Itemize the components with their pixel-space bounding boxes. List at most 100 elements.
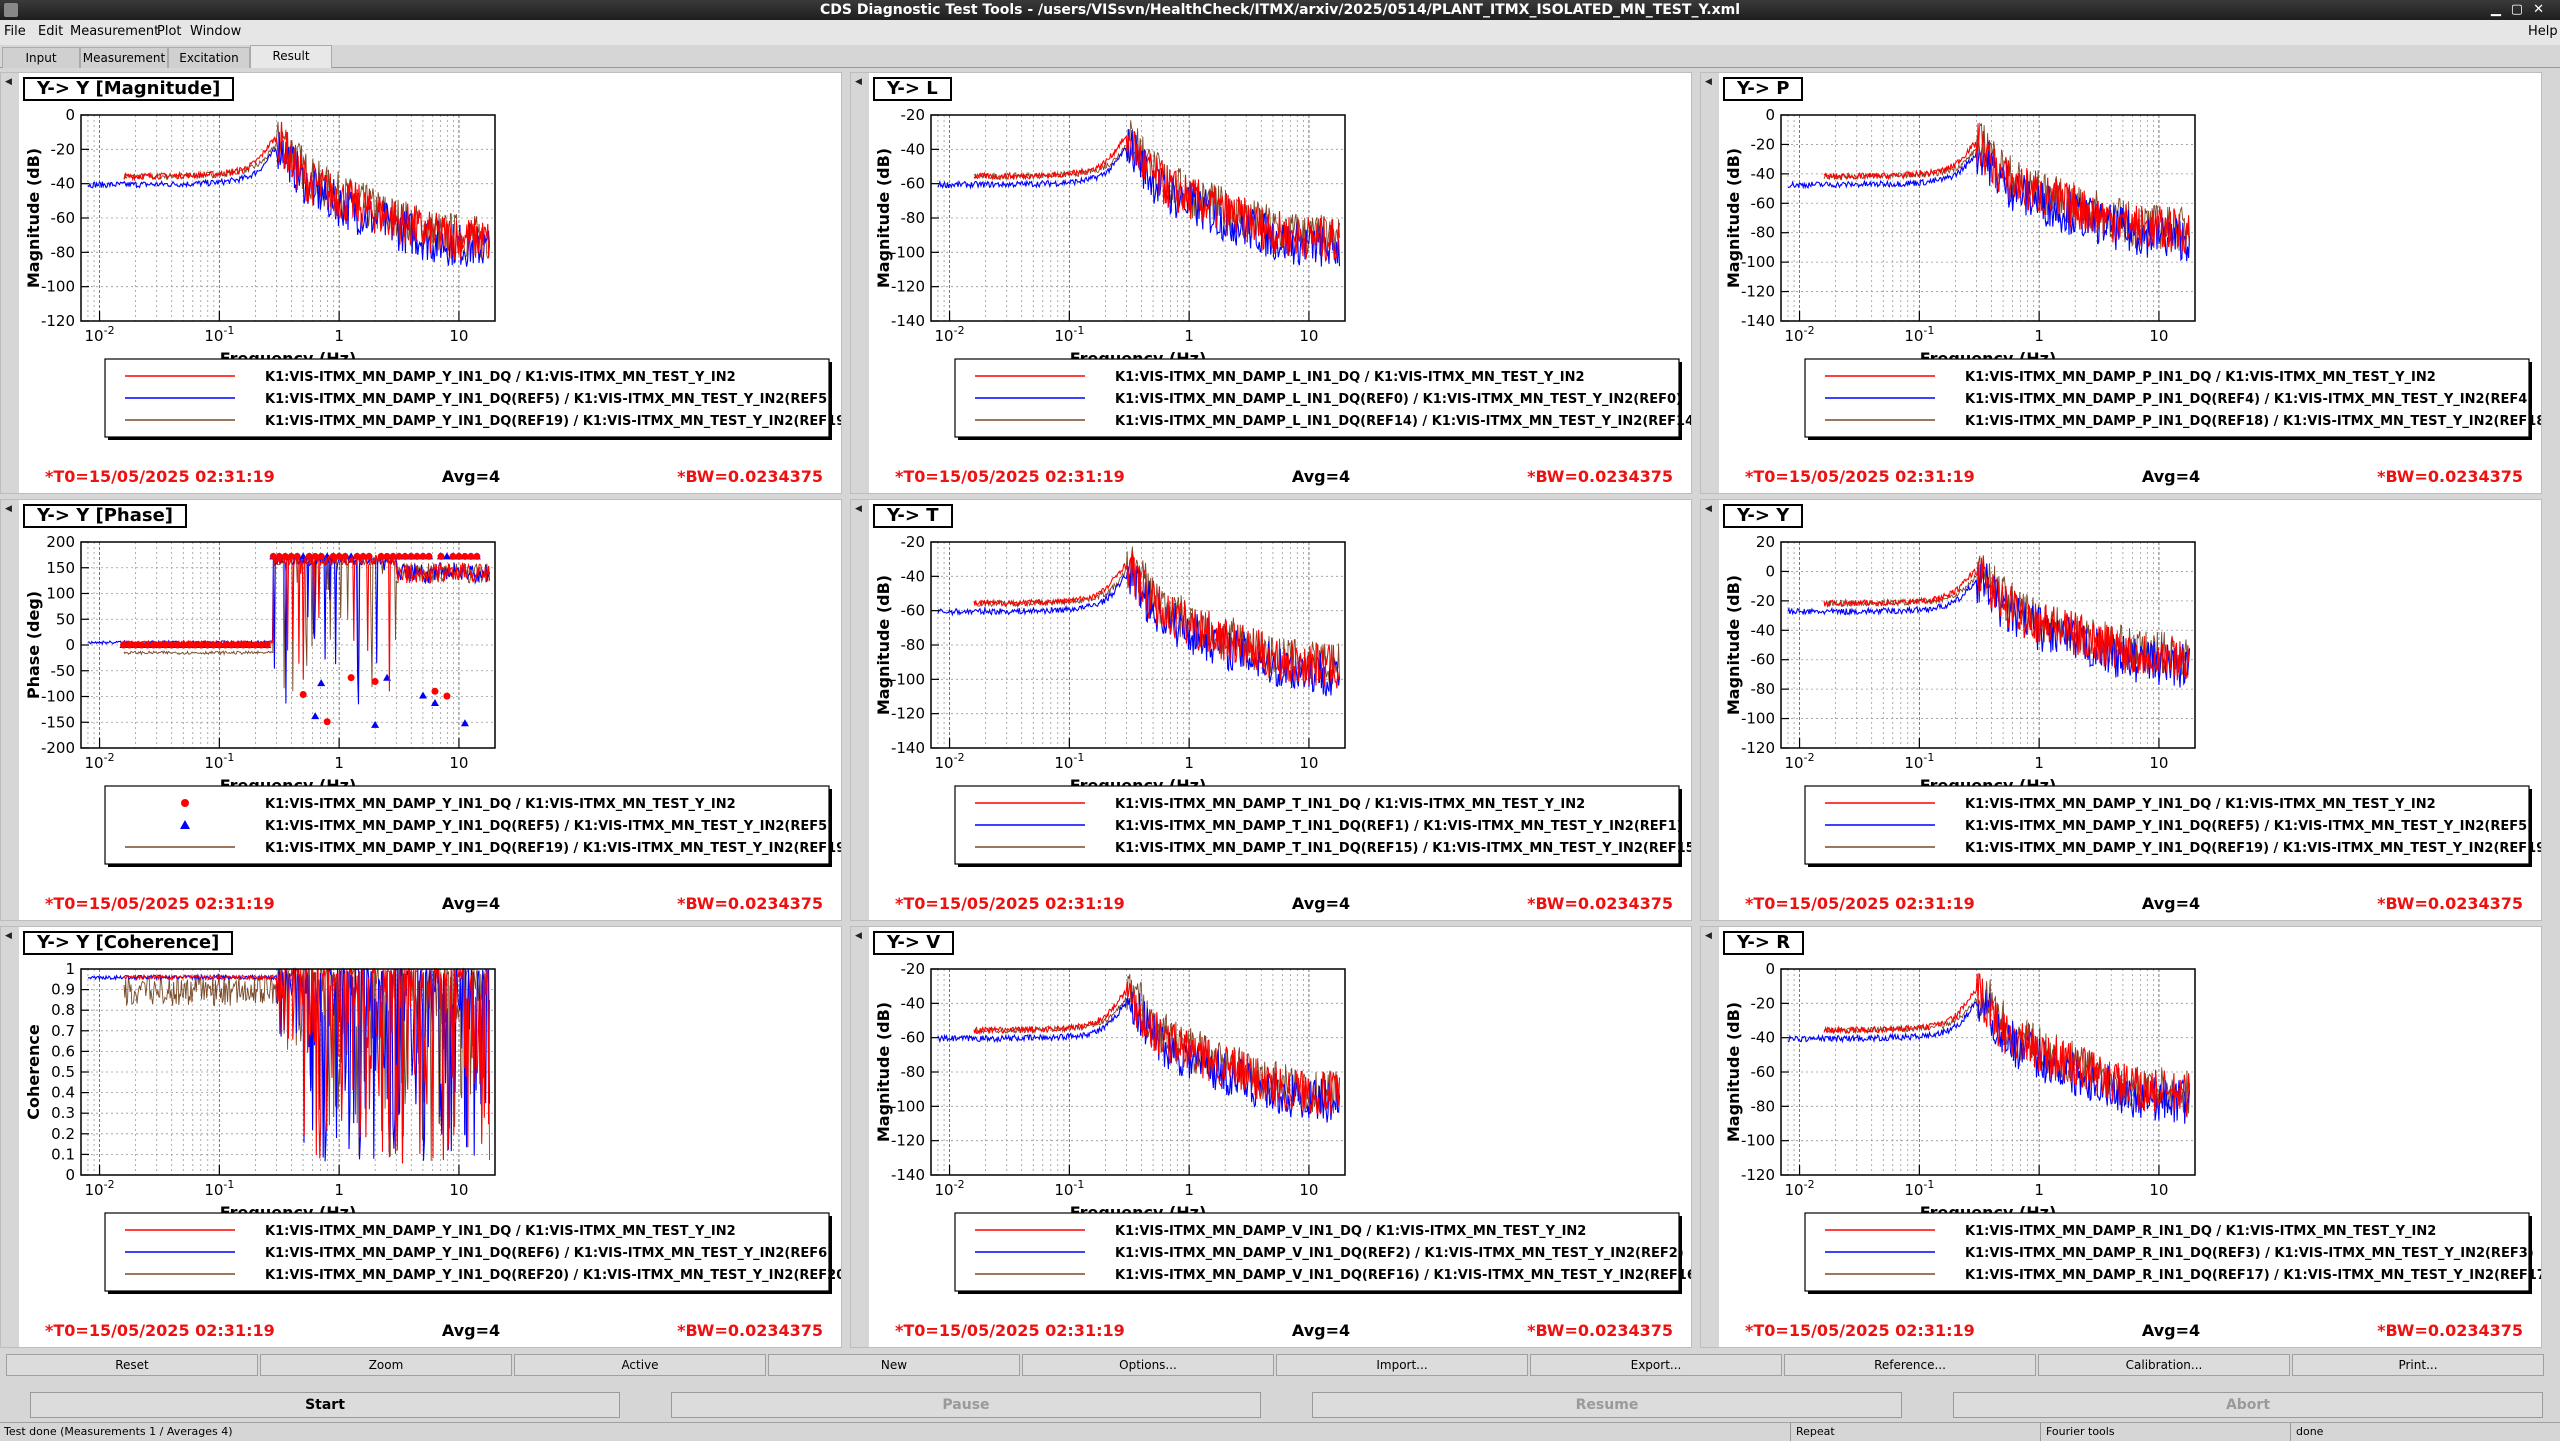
plot-panel-8[interactable]: ◀ Y-> V -20 -40 -60 -80 -100 -120 -140 10-2 10-1 1 1…: [850, 926, 1702, 1348]
legend-entry: K1:VIS-ITMX_MN_DAMP_Y_IN1_DQ(REF19) / K1…: [265, 841, 841, 856]
series-2: [937, 991, 1341, 1123]
x-tick-label: 10: [1299, 327, 1318, 345]
plot-svg[interactable]: 200150100500-50-100-150-20010-210-1110Fr…: [21, 530, 851, 890]
collapse-arrow-icon[interactable]: ◀: [5, 504, 12, 514]
tab-measurement[interactable]: Measurement: [80, 47, 168, 68]
tab-result[interactable]: Result: [250, 45, 332, 68]
collapse-arrow-icon[interactable]: ◀: [1705, 77, 1712, 87]
y-tick-label: -20: [901, 533, 926, 551]
plot-panel-7[interactable]: ◀ Y-> Y [Coherence] 1 0.9 0.8 0.7 0.6 0.5 0.4 0.3…: [0, 926, 851, 1348]
plot-title[interactable]: Y-> Y: [1723, 504, 1804, 528]
plot-panel-1[interactable]: ◀ Y-> Y [Magnitude] 0 -20 -40 -60 -80 -100 -120 1…: [0, 72, 851, 494]
menu-file[interactable]: File: [4, 24, 26, 39]
plot-title[interactable]: Y-> L: [873, 77, 952, 101]
window-menu-icon[interactable]: [4, 3, 18, 17]
menu-window[interactable]: Window: [190, 24, 242, 39]
plot-title[interactable]: Y-> Y [Magnitude]: [23, 77, 235, 101]
zoom-button[interactable]: Zoom: [260, 1354, 512, 1376]
plot-svg[interactable]: 0-20-40-60-80-100-12010-210-1110Frequenc…: [21, 103, 851, 463]
collapse-arrow-icon[interactable]: ◀: [1705, 504, 1712, 514]
window-controls[interactable]: ▁▢✕: [2490, 2, 2554, 17]
plot-svg[interactable]: 200-20-40-60-80-100-12010-210-1110Freque…: [1721, 530, 2551, 890]
plot-footer: *T0=15/05/2025 02:31:19 Avg=4 *BW=0.023437…: [1721, 892, 2541, 916]
plot-svg[interactable]: -20-40-60-80-100-120-14010-210-1110Frequ…: [871, 530, 1701, 890]
y-tick-label: 0.1: [51, 1145, 75, 1163]
menu-edit[interactable]: Edit: [38, 24, 64, 39]
plot-title[interactable]: Y-> Y [Coherence]: [23, 931, 234, 955]
y-axis-label: Magnitude (dB): [874, 1002, 893, 1142]
plot-title[interactable]: Y-> Y [Phase]: [23, 504, 188, 528]
plot-svg[interactable]: -20-40-60-80-100-120-14010-210-1110Frequ…: [871, 957, 1702, 1317]
abort-button[interactable]: Abort: [1953, 1392, 2543, 1418]
collapse-arrow-icon[interactable]: ◀: [5, 77, 12, 87]
plot-title[interactable]: Y-> T: [873, 504, 953, 528]
plot-area[interactable]: 200-20-40-60-80-100-12010-210-1110Freque…: [1721, 530, 2551, 920]
collapse-arrow-icon[interactable]: ◀: [855, 504, 862, 514]
panel-gutter: ◀: [851, 73, 869, 493]
reference-button[interactable]: Reference...: [1784, 1354, 2036, 1376]
plot-panel-6[interactable]: ◀ Y-> Y 20 0 -20 -40 -60 -80 -100 -120 10-2 10-1 1 10…: [1700, 499, 2551, 921]
plot-footer: *T0=15/05/2025 02:31:19 Avg=4 *BW=0.023437…: [871, 892, 1691, 916]
resume-button[interactable]: Resume: [1312, 1392, 1902, 1418]
status-bar: Test done (Measurements 1 / Averages 4) …: [0, 1422, 2560, 1441]
y-axis-label: Magnitude (dB): [1724, 1002, 1743, 1142]
y-tick-label: -60: [901, 175, 926, 193]
new-button[interactable]: New: [768, 1354, 1020, 1376]
plot-title[interactable]: Y-> V: [873, 931, 955, 955]
plot-area[interactable]: 0-20-40-60-80-100-120-14010-210-1110Freq…: [1721, 103, 2551, 493]
plot-panel-4[interactable]: ◀ Y-> Y [Phase] 200 150 100 50 0 -50 -100 -150 -20…: [0, 499, 851, 921]
print-button[interactable]: Print...: [2292, 1354, 2544, 1376]
plot-title[interactable]: Y-> P: [1723, 77, 1804, 101]
plot-panel-9[interactable]: ◀ Y-> R0-20-40-60-80-100-12010-210-1110Fr…: [1700, 926, 2552, 1348]
plot-area[interactable]: -20-40-60-80-100-120-14010-210-1110Frequ…: [871, 530, 1701, 920]
plot-area[interactable]: -20-40-60-80-100-120-14010-210-1110Frequ…: [871, 103, 1700, 493]
menu-plot[interactable]: Plot: [157, 24, 182, 39]
y-axis-label: Magnitude (dB): [874, 575, 893, 715]
tab-input[interactable]: Input: [2, 47, 80, 68]
legend-entry: K1:VIS-ITMX_MN_DAMP_Y_IN1_DQ / K1:VIS-IT…: [1965, 797, 2436, 812]
options-button[interactable]: Options...: [1022, 1354, 1274, 1376]
plot-area[interactable]: 1 0.9 0.8 0.7 0.6 0.5 0.4 0.3 0.2 0.1 0 10-2 10-1 1 10…: [21, 957, 851, 1347]
collapse-arrow-icon[interactable]: ◀: [855, 77, 862, 87]
y-axis-label: Magnitude (dB): [24, 148, 43, 288]
plot-area[interactable]: -20-40-60-80-100-120-14010-210-1110Frequ…: [871, 957, 1702, 1347]
y-tick-label: -60: [51, 209, 76, 227]
legend-entry: K1:VIS-ITMX_MN_DAMP_Y_IN1_DQ / K1:VIS-IT…: [265, 797, 736, 812]
plot-svg[interactable]: 0-20-40-60-80-100-12010-210-1110Frequenc…: [1721, 957, 2552, 1317]
panel-gutter: ◀: [1, 927, 19, 1347]
menu-help[interactable]: Help: [2528, 24, 2558, 39]
t0-label: *T0=15/05/2025 02:31:19: [895, 1321, 1125, 1340]
calibration-button[interactable]: Calibration...: [2038, 1354, 2290, 1376]
pause-button[interactable]: Pause: [671, 1392, 1261, 1418]
menu-measurement[interactable]: Measurement: [70, 24, 160, 39]
plot-panel-3[interactable]: ◀ Y-> P 0 -20 -40 -60 -80 -100 -120 -140 10-2 10-1 1…: [1700, 72, 2551, 494]
plot-svg[interactable]: -20-40-60-80-100-120-14010-210-1110Frequ…: [871, 103, 1700, 463]
active-button[interactable]: Active: [514, 1354, 766, 1376]
x-tick-label: 10: [449, 1181, 468, 1199]
series-1: [973, 130, 1341, 263]
legend-entry: K1:VIS-ITMX_MN_DAMP_T_IN1_DQ(REF15) / K1…: [1115, 841, 1691, 856]
legend: K1:VIS-ITMX_MN_DAMP_R_IN1_DQ / K1:VIS-IT…: [1804, 1212, 2552, 1294]
plot-area[interactable]: 200150100500-50-100-150-20010-210-1110Fr…: [21, 530, 851, 920]
x-tick-label: 1: [334, 327, 344, 345]
tab-excitation[interactable]: Excitation: [168, 47, 250, 68]
plot-svg[interactable]: 1 0.9 0.8 0.7 0.6 0.5 0.4 0.3 0.2 0.1 0 10-2 10-1 1 10…: [21, 957, 851, 1317]
bw-label: *BW=0.0234375: [2377, 1321, 2523, 1340]
plot-area[interactable]: 0-20-40-60-80-100-12010-210-1110Frequenc…: [21, 103, 851, 493]
bw-label: *BW=0.0234375: [1527, 1321, 1673, 1340]
collapse-arrow-icon[interactable]: ◀: [855, 931, 862, 941]
plot-area[interactable]: 0-20-40-60-80-100-12010-210-1110Frequenc…: [1721, 957, 2552, 1347]
export-button[interactable]: Export...: [1530, 1354, 1782, 1376]
plot-panel-2[interactable]: ◀ Y-> L -20 -40 -60 -80 -100 -120 -140 10-2 10-1 1 1…: [850, 72, 1700, 494]
plot-title[interactable]: Y-> R: [1723, 931, 1805, 955]
collapse-arrow-icon[interactable]: ◀: [1705, 931, 1712, 941]
collapse-arrow-icon[interactable]: ◀: [5, 931, 12, 941]
reset-button[interactable]: Reset: [6, 1354, 258, 1376]
legend-entry: K1:VIS-ITMX_MN_DAMP_L_IN1_DQ(REF14) / K1…: [1115, 414, 1691, 429]
t0-label: *T0=15/05/2025 02:31:19: [45, 467, 275, 486]
plot-svg[interactable]: 0-20-40-60-80-100-120-14010-210-1110Freq…: [1721, 103, 2551, 463]
import-button[interactable]: Import...: [1276, 1354, 1528, 1376]
plot-panel-5[interactable]: ◀ Y-> T -20 -40 -60 -80 -100 -120 -140 10-2 10-1 1 1…: [850, 499, 1701, 921]
y-tick-label: -80: [51, 243, 76, 261]
start-button[interactable]: Start: [30, 1392, 620, 1418]
